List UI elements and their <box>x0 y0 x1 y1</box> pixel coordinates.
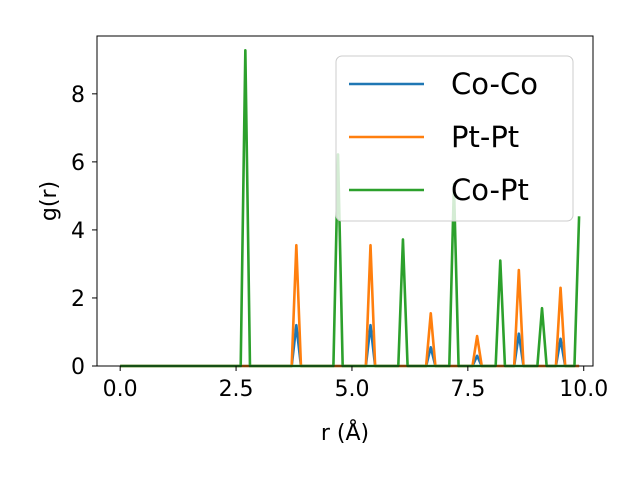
x-tick-label: 10.0 <box>559 377 608 402</box>
series-line-pt-pt <box>120 243 580 368</box>
x-tick-label: 7.5 <box>450 377 485 402</box>
legend: Co-Co Pt-Pt Co-Pt <box>335 55 574 222</box>
y-tick-label: 0 <box>71 355 85 380</box>
x-tick-label: 0.0 <box>103 377 138 402</box>
series-line-co-co <box>120 323 580 368</box>
plot-frame <box>96 35 594 367</box>
y-tick-label: 4 <box>71 219 85 244</box>
legend-label-co-co: Co-Co <box>451 67 538 101</box>
y-tick-label: 8 <box>71 83 85 108</box>
y-tick-label: 2 <box>71 287 85 312</box>
x-tick-label: 2.5 <box>219 377 254 402</box>
tick-layer: 0.0 2.5 5.0 7.5 10.0 0 2 4 6 8 <box>71 83 608 402</box>
y-tick-label: 6 <box>71 151 85 176</box>
x-tick-label: 5.0 <box>334 377 369 402</box>
y-axis-label: g(r) <box>37 181 62 221</box>
legend-label-co-pt: Co-Pt <box>451 173 529 207</box>
x-axis-label: r (Å) <box>321 419 369 446</box>
legend-box <box>335 55 574 222</box>
legend-label-pt-pt: Pt-Pt <box>451 120 519 154</box>
